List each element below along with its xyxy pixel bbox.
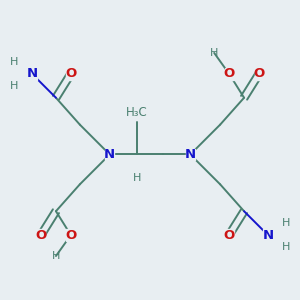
Text: N: N — [185, 148, 196, 161]
Bar — [225, 68, 234, 80]
Bar — [37, 229, 46, 241]
Bar — [186, 148, 195, 160]
Text: N: N — [26, 68, 38, 80]
Text: O: O — [65, 68, 76, 80]
Text: H: H — [10, 81, 18, 91]
Text: N: N — [262, 229, 274, 242]
Text: H: H — [132, 173, 141, 183]
Bar — [263, 229, 272, 241]
Text: O: O — [65, 229, 76, 242]
Text: O: O — [35, 229, 46, 242]
Bar — [225, 229, 234, 241]
Text: O: O — [224, 229, 235, 242]
Text: O: O — [224, 68, 235, 80]
Bar — [28, 68, 37, 80]
Text: H: H — [282, 242, 290, 252]
Bar — [66, 229, 75, 241]
Bar — [254, 68, 263, 80]
Bar — [105, 148, 114, 160]
Text: H₃C: H₃C — [126, 106, 147, 118]
Text: H: H — [210, 48, 218, 58]
Text: H: H — [10, 57, 18, 67]
Text: H: H — [282, 218, 290, 228]
Bar — [66, 68, 75, 80]
Text: N: N — [104, 148, 115, 161]
Text: O: O — [254, 68, 265, 80]
Text: H: H — [52, 251, 60, 261]
